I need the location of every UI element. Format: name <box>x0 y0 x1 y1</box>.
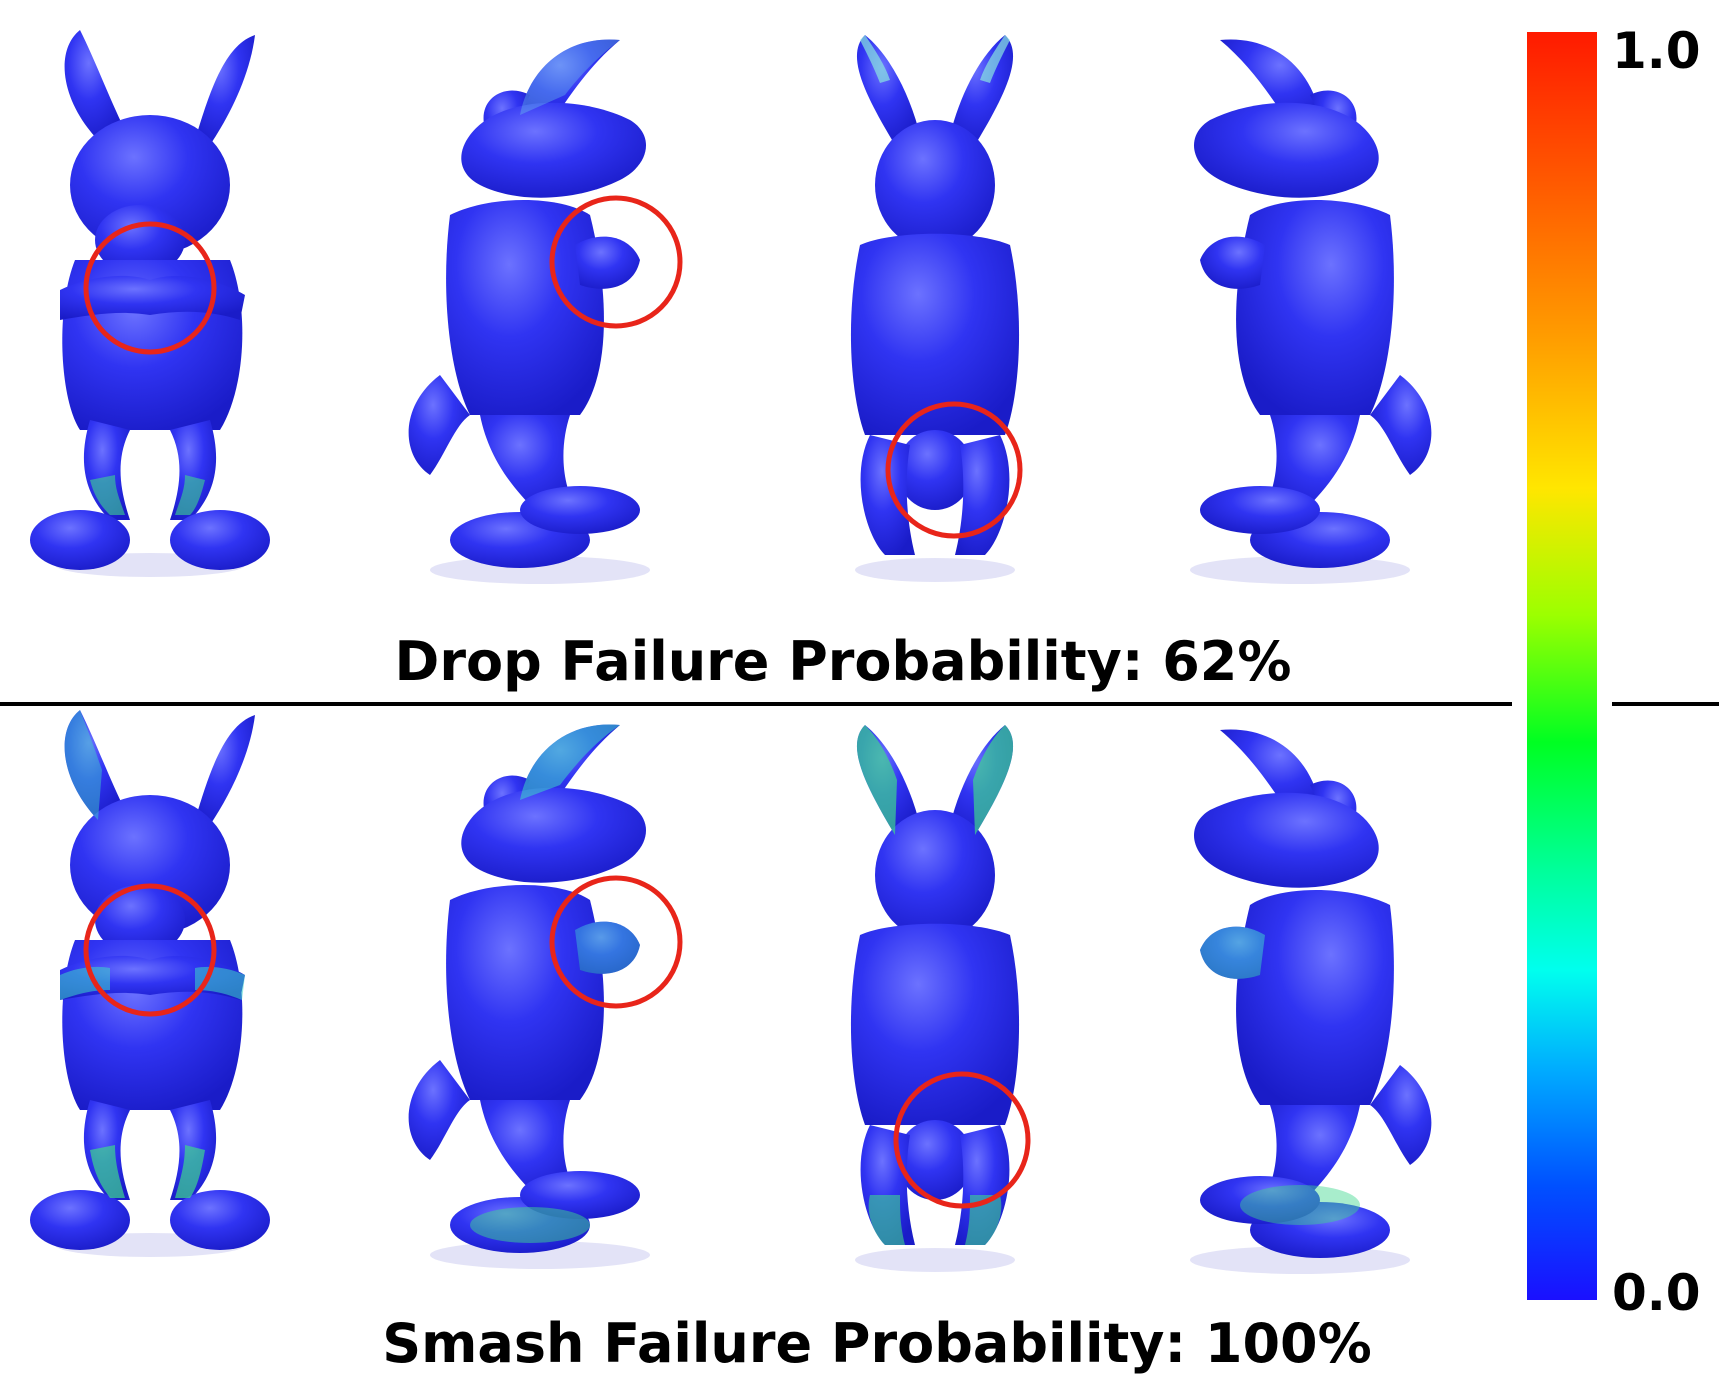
highlight-circle <box>885 401 1023 539</box>
drop-caption: Drop Failure Probability: 62% <box>395 630 1292 693</box>
highlight-circle <box>893 1071 1031 1209</box>
bunny-side-view-left-smash <box>1190 729 1432 1274</box>
smash-row: Smash Failure Probability: 100% <box>30 710 1432 1375</box>
bunny-back-view-drop <box>850 35 1020 582</box>
colorbar-gradient <box>1527 32 1597 1300</box>
colorbar-min-label: 0.0 <box>1612 1264 1701 1322</box>
bunny-side-view-smash <box>408 724 650 1269</box>
bunny-front-view-drop <box>30 30 270 577</box>
bunny-front-view-smash <box>30 710 270 1257</box>
smash-caption: Smash Failure Probability: 100% <box>382 1312 1371 1375</box>
bunny-side-view-left-drop <box>1190 39 1432 584</box>
highlight-circle <box>83 221 217 355</box>
highlight-circle <box>549 875 683 1009</box>
highlight-circle <box>549 195 683 329</box>
highlight-circle <box>83 883 217 1017</box>
drop-row: Drop Failure Probability: 62% <box>30 30 1432 693</box>
bunny-side-view-drop <box>408 39 650 584</box>
colorbar-max-label: 1.0 <box>1612 22 1701 80</box>
bunny-back-view-smash <box>850 725 1020 1272</box>
colorbar: 1.0 0.0 <box>1527 22 1701 1322</box>
